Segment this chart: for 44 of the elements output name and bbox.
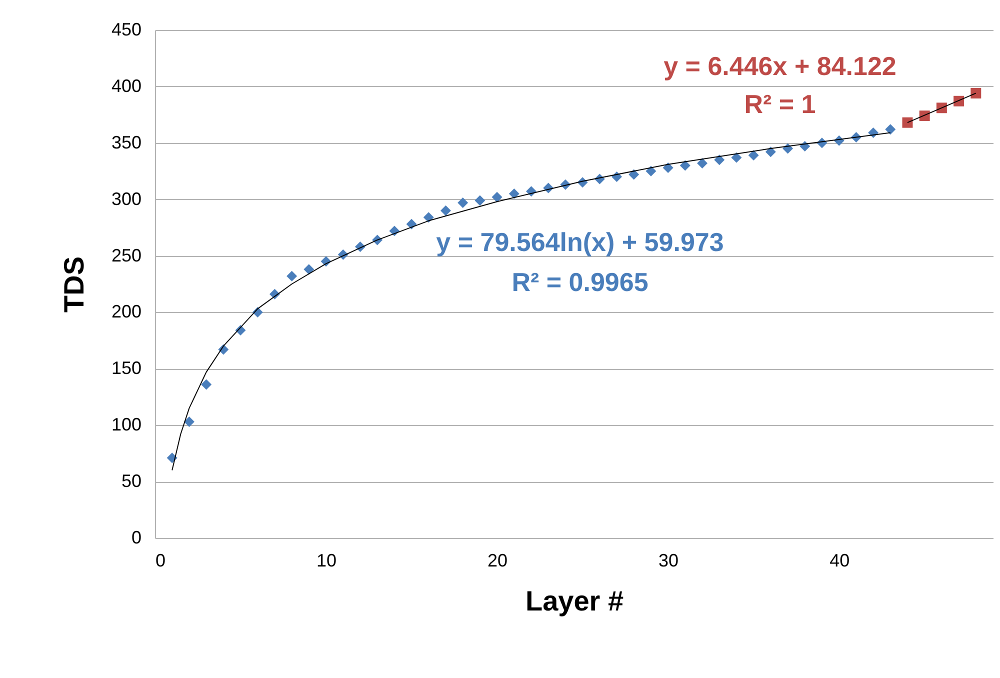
y-tick-label: 450 (111, 20, 142, 40)
y-tick-label: 50 (121, 471, 142, 492)
point (304, 264, 314, 275)
y-axis-title: TDS (58, 256, 90, 312)
x-tick-label: 20 (488, 550, 508, 570)
point (662, 162, 674, 173)
point (286, 270, 298, 282)
x-axis-title: Layer # (525, 586, 624, 616)
point (492, 192, 502, 202)
point (474, 195, 486, 206)
y-tick-label: 250 (111, 245, 142, 266)
point (731, 152, 742, 163)
annotation: R² = 1 (744, 89, 816, 119)
y-tick-label: 400 (111, 76, 142, 96)
point (458, 197, 468, 208)
annotation: R² = 0.9965 (512, 267, 648, 297)
point (440, 205, 451, 216)
x-tick-label: 10 (316, 550, 337, 570)
point (184, 416, 194, 427)
point (902, 117, 913, 128)
point (714, 154, 725, 166)
point (201, 379, 212, 390)
y-tick-label: 350 (111, 132, 142, 152)
y-tick-label: 0 (131, 528, 142, 548)
y-tick-label: 200 (111, 302, 142, 322)
point (765, 146, 776, 158)
point (646, 166, 656, 176)
point (508, 188, 520, 199)
annotation: y = 79.564ln(x) + 59.973 (436, 227, 724, 257)
point (423, 212, 434, 223)
point (680, 160, 690, 171)
point (885, 124, 896, 135)
point (970, 88, 982, 98)
x-tick-label: 30 (658, 550, 679, 570)
y-tick-label: 300 (111, 188, 142, 209)
annotation: y = 6.446x + 84.122 (664, 51, 896, 81)
x-tick-label: 40 (830, 550, 850, 570)
y-tick-label: 150 (111, 358, 142, 378)
point (748, 150, 759, 161)
x-tick-label: 0 (156, 550, 166, 570)
point (166, 452, 178, 464)
point (697, 158, 708, 168)
y-tick-label: 100 (111, 414, 142, 435)
point (628, 169, 640, 180)
